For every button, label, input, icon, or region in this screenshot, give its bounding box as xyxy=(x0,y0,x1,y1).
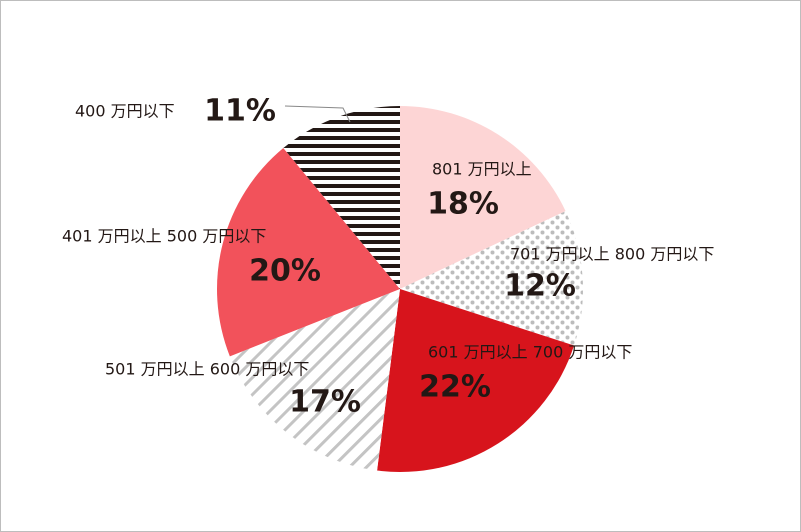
pie-slice xyxy=(229,289,400,471)
value-label: 20% xyxy=(249,254,321,289)
category-label: 601 万円以上 700 万円以下 xyxy=(428,343,632,362)
value-label: 12% xyxy=(504,269,576,304)
category-label: 501 万円以上 600 万円以下 xyxy=(105,360,309,379)
category-label: 701 万円以上 800 万円以下 xyxy=(510,245,714,264)
value-label: 11% xyxy=(204,94,276,129)
pie-slice xyxy=(400,211,584,346)
pie-slice xyxy=(377,289,575,472)
category-label: 400 万円以下 xyxy=(75,102,175,121)
pie-slice xyxy=(283,106,400,289)
pie-slice xyxy=(217,147,400,357)
value-label: 18% xyxy=(427,187,499,222)
leader-line xyxy=(284,105,351,123)
value-label: 22% xyxy=(419,370,491,405)
category-label: 401 万円以上 500 万円以下 xyxy=(62,227,266,246)
pie-slice xyxy=(400,106,566,289)
category-label: 801 万円以上 xyxy=(432,160,532,179)
value-label: 17% xyxy=(289,385,361,420)
